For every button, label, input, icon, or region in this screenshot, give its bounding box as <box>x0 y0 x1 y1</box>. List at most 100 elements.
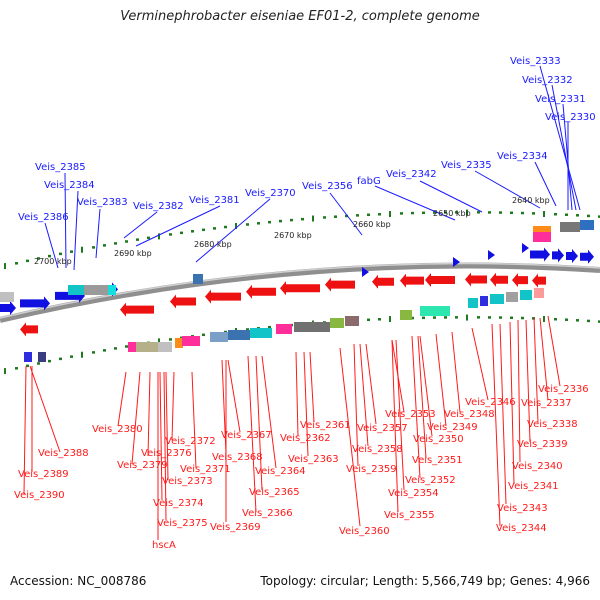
gene-label-minus[interactable]: Veis_2373 <box>162 476 213 487</box>
gene-label-minus[interactable]: Veis_2388 <box>38 448 89 459</box>
feature-box <box>533 226 551 236</box>
leader-line <box>517 319 521 463</box>
leader-line <box>255 355 263 491</box>
gene-label-minus[interactable]: Veis_2369 <box>210 522 261 533</box>
tick-mark <box>26 259 29 263</box>
tick-mark <box>246 328 249 331</box>
tick-mark <box>576 214 579 217</box>
gene-label-minus[interactable]: Veis_2344 <box>496 523 547 534</box>
gene-label-minus[interactable]: Veis_2362 <box>280 433 331 444</box>
tick-mark <box>598 215 600 218</box>
gene-label-plus[interactable]: Veis_2356 <box>302 181 353 192</box>
feature-box <box>175 338 183 348</box>
gene-label-minus[interactable]: Veis_2368 <box>212 452 263 463</box>
leader-line <box>359 343 369 447</box>
gene-label-minus[interactable]: Veis_2353 <box>385 409 436 420</box>
tick-mark <box>532 317 535 320</box>
gene-label-minus[interactable]: Veis_2340 <box>512 461 563 472</box>
plus-gene-arrow <box>362 267 369 277</box>
feature-box <box>228 330 250 340</box>
gene-label-minus[interactable]: Veis_2336 <box>538 384 589 395</box>
tick-mark <box>202 228 205 232</box>
tick-mark <box>268 325 271 329</box>
minus-gene-arrow <box>170 294 196 309</box>
tick-mark <box>202 333 205 337</box>
gene-label-plus[interactable]: Veis_2370 <box>245 188 296 199</box>
outer-tick-ring <box>4 209 600 270</box>
tick-mark <box>433 316 436 319</box>
gene-label-plus[interactable]: Veis_2381 <box>189 195 240 206</box>
gene-label-minus[interactable]: Veis_2358 <box>352 444 403 455</box>
gene-label-minus[interactable]: Veis_2343 <box>497 503 548 514</box>
gene-label-minus[interactable]: Veis_2360 <box>339 526 390 537</box>
gene-label-minus[interactable]: Veis_2379 <box>117 460 168 471</box>
gene-label-minus[interactable]: Veis_2337 <box>521 398 572 409</box>
tick-mark <box>114 242 117 245</box>
leader-line <box>435 333 447 427</box>
gene-label-plus[interactable]: Veis_2335 <box>441 160 492 171</box>
gene-label-minus[interactable]: Veis_2348 <box>444 409 495 420</box>
gene-label-minus[interactable]: Veis_2376 <box>141 448 192 459</box>
gene-label-minus[interactable]: Veis_2350 <box>413 434 464 445</box>
gene-label-plus[interactable]: Veis_2332 <box>522 75 573 86</box>
tick-mark <box>213 227 216 230</box>
feature-box <box>136 342 158 352</box>
gene-label-minus[interactable]: Veis_2375 <box>157 518 208 529</box>
gene-label-minus[interactable]: Veis_2371 <box>180 464 231 475</box>
gene-label-minus[interactable]: Veis_2346 <box>465 397 516 408</box>
gene-label-plus[interactable]: Veis_2331 <box>535 94 586 105</box>
gene-label-plus[interactable]: Veis_2385 <box>35 162 86 173</box>
gene-label-minus[interactable]: Veis_2339 <box>517 439 568 450</box>
gene-label-minus[interactable]: Veis_2374 <box>153 498 204 509</box>
gene-label-minus[interactable]: hscA <box>152 540 176 551</box>
gene-label-minus[interactable]: Veis_2357 <box>357 423 408 434</box>
feature-box <box>330 318 344 328</box>
gene-label-minus[interactable]: Veis_2390 <box>14 490 65 501</box>
leader-line <box>165 371 169 481</box>
gene-label-minus[interactable]: Veis_2354 <box>388 488 439 499</box>
gene-label-plus[interactable]: Veis_2382 <box>133 201 184 212</box>
tick-mark <box>411 316 414 320</box>
feature-box <box>84 285 108 295</box>
plus-gene-arrow <box>580 249 594 264</box>
gene-label-minus[interactable]: Veis_2341 <box>508 481 559 492</box>
gene-label-minus[interactable]: Veis_2355 <box>384 510 435 521</box>
feature-box <box>193 274 203 284</box>
gene-label-plus[interactable]: Veis_2334 <box>497 151 548 162</box>
gene-label-plus[interactable]: Veis_2333 <box>510 56 561 67</box>
tick-mark <box>488 211 491 214</box>
gene-label-minus[interactable]: Veis_2352 <box>405 475 456 486</box>
leader-line <box>395 339 405 491</box>
tick-mark <box>59 252 62 256</box>
gene-label-plus[interactable]: Veis_2342 <box>386 169 437 180</box>
gene-label-minus[interactable]: Veis_2351 <box>412 455 463 466</box>
leader-line <box>391 339 399 513</box>
gene-label-minus[interactable]: Veis_2372 <box>165 436 216 447</box>
leader-line <box>261 355 277 469</box>
gene-label-minus[interactable]: Veis_2389 <box>18 469 69 480</box>
feature-box <box>38 352 46 362</box>
gene-label-plus[interactable]: Veis_2386 <box>18 212 69 223</box>
gene-label-minus[interactable]: Veis_2359 <box>346 464 397 475</box>
gene-label-minus[interactable]: Veis_2338 <box>527 419 578 430</box>
tick-mark <box>323 216 326 219</box>
leader-line <box>374 185 456 221</box>
gene-label-minus[interactable]: Veis_2363 <box>288 454 339 465</box>
gene-label-minus[interactable]: Veis_2349 <box>427 422 478 433</box>
gene-label-minus[interactable]: Veis_2380 <box>92 424 143 435</box>
gene-label-minus[interactable]: Veis_2366 <box>242 508 293 519</box>
gene-label-minus[interactable]: Veis_2364 <box>255 466 306 477</box>
gene-label-plus[interactable]: fabG <box>357 176 381 187</box>
tick-mark <box>367 318 370 322</box>
leader-line <box>417 335 427 459</box>
leader-line <box>471 327 489 401</box>
gene-label-plus[interactable]: Veis_2384 <box>44 180 95 191</box>
gene-label-plus[interactable]: Veis_2383 <box>77 197 128 208</box>
tick-mark <box>389 211 391 218</box>
gene-label-plus[interactable]: Veis_2330 <box>545 112 596 123</box>
gene-label-minus[interactable]: Veis_2361 <box>300 420 351 431</box>
label-leader-lines <box>23 65 581 540</box>
gene-label-minus[interactable]: Veis_2365 <box>249 487 300 498</box>
gene-label-minus[interactable]: Veis_2367 <box>221 430 272 441</box>
